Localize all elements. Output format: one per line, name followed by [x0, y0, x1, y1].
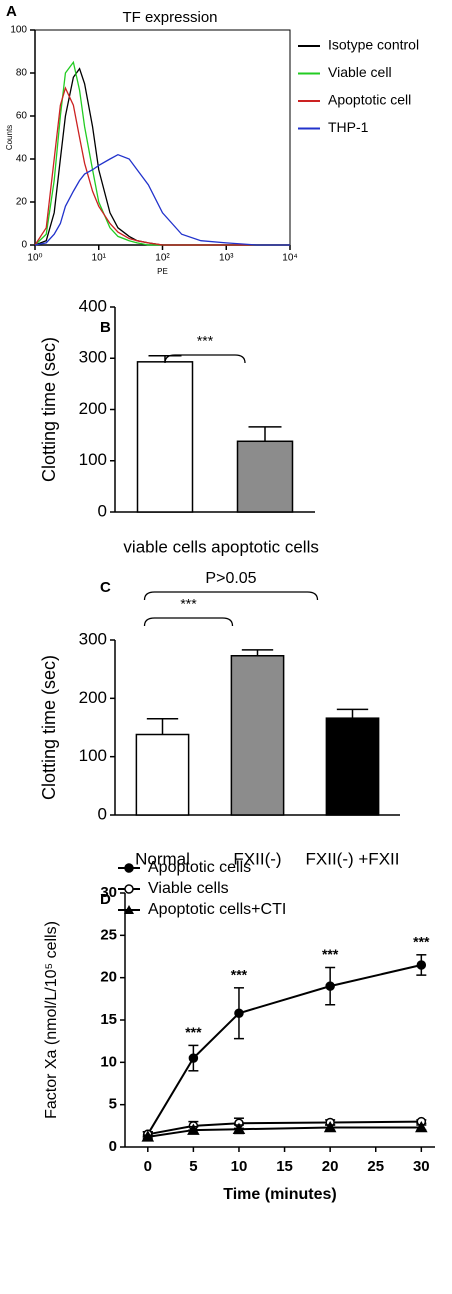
significance: ***	[322, 946, 339, 962]
y-tick-label: 100	[10, 25, 27, 36]
panel-label: A	[6, 3, 17, 20]
legend-marker	[124, 884, 134, 894]
y-axis-label: Factor Xa (nmol/L/10⁵ cells)	[43, 921, 60, 1119]
bar	[136, 361, 194, 513]
panel-label: C	[100, 579, 111, 596]
y-axis-label: Counts	[5, 125, 14, 150]
y-tick-label: 300	[79, 348, 107, 367]
legend-label: Viable cell	[328, 64, 392, 80]
x-tick-label: 25	[367, 1158, 384, 1175]
y-tick-label: 80	[16, 68, 28, 79]
x-tick-label: 20	[322, 1158, 339, 1175]
x-tick-label: 15	[276, 1158, 293, 1175]
x-tick-label: 30	[413, 1158, 430, 1175]
legend-marker	[124, 905, 134, 914]
x-tick-label: viable cells	[123, 537, 206, 556]
y-tick-label: 200	[79, 399, 107, 418]
point	[415, 1120, 428, 1133]
x-axis-label: Time (minutes)	[223, 1186, 337, 1203]
y-tick-label: 20	[100, 969, 117, 986]
y-tick-label: 400	[79, 296, 107, 315]
y-tick-label: 40	[16, 154, 28, 165]
significance: ***	[197, 333, 214, 349]
series-line	[34, 67, 290, 246]
y-tick-label: 100	[79, 746, 107, 765]
y-tick-label: 300	[79, 629, 107, 648]
x-tick-label: 10³	[219, 253, 234, 264]
significance: ***	[231, 967, 248, 983]
legend-label: THP-1	[328, 119, 369, 135]
point	[234, 1008, 244, 1018]
legend-label: Apoptotic cells	[148, 859, 251, 876]
y-axis-label: Clotting time (sec)	[39, 337, 59, 482]
y-tick-label: 30	[100, 884, 117, 901]
x-tick-label: 10²	[155, 253, 170, 264]
legend-label: Viable cells	[148, 880, 229, 897]
bracket	[143, 617, 234, 627]
point	[141, 1130, 155, 1142]
series-line	[146, 963, 422, 1135]
x-tick-label: 10⁰	[27, 253, 42, 264]
panel-label: B	[100, 319, 111, 336]
x-tick-label: Normal	[135, 849, 190, 868]
y-axis-label: Clotting time (sec)	[39, 655, 59, 800]
legend-marker	[124, 863, 134, 873]
point	[323, 1120, 337, 1133]
point	[232, 1122, 246, 1134]
x-tick-label: 10	[231, 1158, 248, 1175]
y-tick-label: 0	[109, 1138, 117, 1155]
y-tick-label: 25	[100, 926, 117, 943]
y-tick-label: 5	[109, 1096, 117, 1113]
y-tick-label: 0	[98, 501, 107, 520]
y-tick-label: 10	[100, 1053, 117, 1070]
point	[187, 1123, 200, 1135]
x-tick-label: 0	[144, 1158, 152, 1175]
point	[416, 960, 427, 970]
x-axis-label: PE	[157, 267, 168, 276]
bracket	[143, 591, 319, 601]
y-tick-label: 200	[79, 688, 107, 707]
significance: ***	[185, 1024, 202, 1040]
y-tick-label: 15	[100, 1011, 117, 1028]
x-tick-label: 10¹	[92, 253, 107, 264]
legend-label: Apoptotic cell	[328, 92, 411, 108]
bracket	[164, 354, 246, 364]
bar	[135, 733, 190, 816]
x-tick-label: 10⁴	[282, 253, 297, 264]
y-tick-label: 60	[16, 111, 28, 122]
significance: P>0.05	[205, 570, 256, 587]
bar	[230, 655, 285, 816]
series-line	[34, 86, 290, 246]
y-tick-label: 0	[21, 240, 27, 251]
y-tick-label: 0	[98, 804, 107, 823]
chart-title: TF expression	[122, 9, 217, 26]
y-tick-label: 20	[16, 197, 28, 208]
bar	[236, 440, 294, 513]
x-tick-label: FXII(-)	[233, 849, 281, 868]
significance: ***	[180, 596, 197, 612]
series-line	[34, 153, 290, 246]
panel-label: D	[100, 891, 111, 908]
bar	[325, 717, 380, 816]
x-tick-label: apoptotic cells	[211, 537, 319, 556]
series-line	[34, 60, 290, 246]
x-tick-label: 5	[189, 1158, 197, 1175]
legend-label: Isotype control	[328, 37, 419, 53]
point	[188, 1053, 199, 1063]
point	[325, 981, 335, 991]
y-tick-label: 100	[79, 450, 107, 469]
significance: ***	[413, 934, 430, 950]
legend-label: Apoptotic cells+CTI	[148, 901, 286, 918]
x-tick-label: FXII(-) +FXII	[306, 849, 400, 868]
